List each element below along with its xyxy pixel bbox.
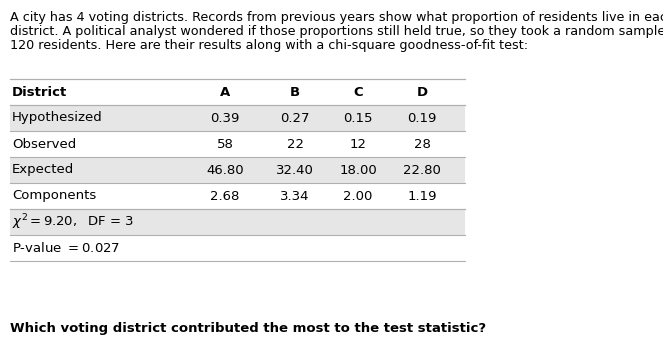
Text: 2.00: 2.00 [343,190,373,203]
Text: 3.34: 3.34 [280,190,310,203]
Text: 1.19: 1.19 [407,190,437,203]
Bar [10,157,465,183]
Text: A: A [220,85,230,98]
Text: 0.39: 0.39 [210,112,240,125]
Text: 18.00: 18.00 [339,163,377,176]
Text: A city has 4 voting districts. Records from previous years show what proportion : A city has 4 voting districts. Records f… [10,11,663,24]
Text: B: B [290,85,300,98]
Text: Components: Components [12,190,96,203]
Text: P-value $= 0.027$: P-value $= 0.027$ [12,241,120,255]
Bar [10,79,465,105]
Text: 120 residents. Here are their results along with a chi-square goodness-of-fit te: 120 residents. Here are their results al… [10,39,528,52]
Bar [10,235,465,261]
Bar [10,131,465,157]
Text: C: C [353,85,363,98]
Text: 2.68: 2.68 [210,190,240,203]
Text: District: District [12,85,67,98]
Text: 28: 28 [414,138,430,150]
Text: Observed: Observed [12,138,76,150]
Text: D: D [416,85,428,98]
Text: 12: 12 [349,138,367,150]
Text: 58: 58 [217,138,233,150]
Text: Hypothesized: Hypothesized [12,112,103,125]
Text: 46.80: 46.80 [206,163,244,176]
Text: Expected: Expected [12,163,74,176]
Text: $\chi^2$$ = 9.20,$  DF = 3: $\chi^2$$ = 9.20,$ DF = 3 [12,212,134,232]
Text: 0.15: 0.15 [343,112,373,125]
Bar [10,183,465,209]
Text: 32.40: 32.40 [276,163,314,176]
Bar [10,105,465,131]
Text: Which voting district contributed the most to the test statistic?: Which voting district contributed the mo… [10,322,486,335]
Text: 0.19: 0.19 [407,112,437,125]
Text: district. A political analyst wondered if those proportions still held true, so : district. A political analyst wondered i… [10,25,663,38]
Bar [10,209,465,235]
Text: 22: 22 [286,138,304,150]
Text: 0.27: 0.27 [280,112,310,125]
Text: 22.80: 22.80 [403,163,441,176]
